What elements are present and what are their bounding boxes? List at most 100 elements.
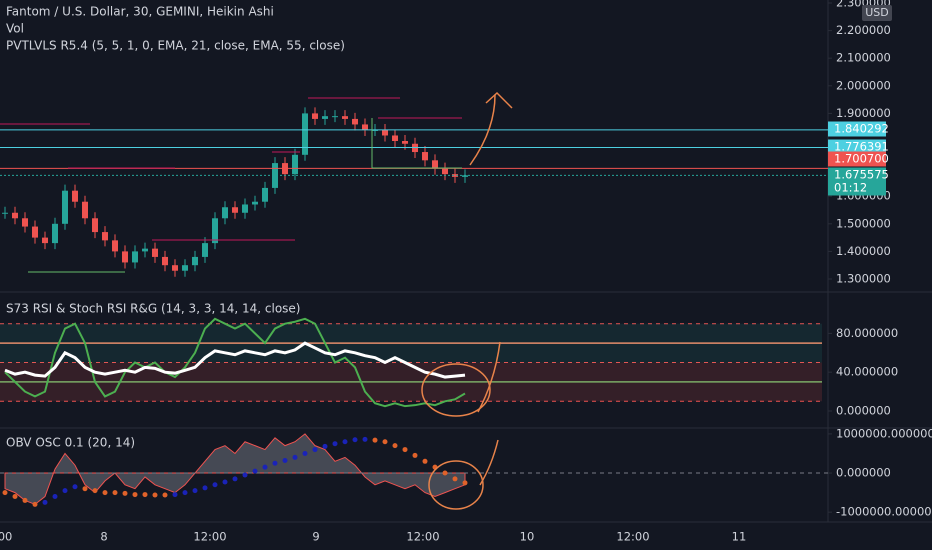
pane-title: OBV OSC 0.1 (20, 14)	[6, 436, 135, 450]
signal-dot	[42, 499, 48, 505]
candle	[122, 251, 128, 263]
signal-dot	[442, 470, 448, 476]
signal-dot	[242, 472, 248, 478]
signal-dot	[92, 488, 98, 494]
candle	[252, 201, 258, 205]
candle	[272, 163, 278, 188]
signal-dot	[182, 490, 188, 496]
signal-dot	[212, 482, 218, 488]
candle	[72, 190, 78, 202]
rsi-line	[4, 341, 466, 379]
candle	[212, 218, 218, 244]
signal-dot	[322, 443, 328, 449]
annotations	[421, 91, 513, 510]
signal-dot	[142, 492, 148, 498]
signal-dot	[372, 437, 378, 443]
rsi-band	[0, 323, 822, 363]
candle	[242, 204, 248, 213]
candle	[32, 226, 38, 238]
signal-dot	[332, 441, 338, 447]
candle	[352, 118, 358, 125]
pane-title: S73 RSI & Stoch RSI R&G (14, 3, 3, 14, 1…	[6, 302, 300, 316]
candle	[132, 251, 138, 263]
candle	[292, 154, 298, 175]
candle	[312, 113, 318, 119]
x-tick-label: 12:00	[616, 530, 649, 544]
signal-dot	[2, 490, 8, 496]
candle	[12, 212, 18, 219]
signal-dot	[172, 492, 178, 498]
signal-dot	[462, 480, 468, 486]
pivot-lines	[0, 97, 462, 273]
rsi-line	[4, 317, 466, 408]
y-tick-label: 2.300000	[836, 0, 891, 10]
signal-dot	[82, 486, 88, 492]
candle	[462, 175, 468, 177]
candle	[22, 218, 28, 227]
rsi-band	[0, 362, 822, 402]
candle	[322, 116, 328, 119]
candle	[392, 135, 398, 141]
signal-dot	[452, 476, 458, 482]
signal-dot	[72, 484, 78, 490]
arrow	[469, 94, 496, 166]
signal-dot	[422, 458, 428, 464]
candle	[102, 232, 108, 241]
x-tick-label: 8	[100, 530, 107, 544]
arrow-head	[485, 91, 513, 109]
signal-dot	[12, 494, 18, 500]
signal-dot	[352, 437, 358, 443]
plot	[0, 107, 828, 507]
y-tick-label: 2.100000	[836, 51, 891, 65]
price-label: 1.840292	[834, 122, 889, 136]
signal-dot	[272, 460, 278, 466]
signal-dot	[112, 490, 118, 496]
obv-area	[4, 433, 466, 505]
signal-dot	[32, 501, 38, 507]
y-tick-label: 80.000000	[836, 326, 898, 340]
signal-dot	[292, 454, 298, 460]
signal-dot	[392, 443, 398, 449]
signal-dot	[232, 476, 238, 482]
candle	[382, 129, 388, 136]
arrow	[477, 341, 501, 413]
signal-dot	[52, 494, 58, 500]
signal-dot	[342, 439, 348, 445]
indicator-label: PVTLVLS R5.4 (5, 5, 1, 0, EMA, 21, close…	[6, 39, 345, 53]
x-tick-label: 11	[732, 530, 747, 544]
x-tick-label: 12:00	[193, 530, 226, 544]
signal-dot	[132, 492, 138, 498]
countdown: 01:12	[834, 181, 867, 195]
price-label: 1.776391	[834, 140, 889, 154]
candle	[362, 124, 368, 130]
y-tick-label: 40.000000	[836, 365, 898, 379]
y-tick-label: 1.400000	[836, 244, 891, 258]
price-label-box	[828, 139, 886, 155]
candle	[172, 265, 178, 271]
candle	[192, 256, 198, 266]
candle	[442, 168, 448, 175]
signal-dot	[122, 490, 128, 496]
candle	[112, 240, 118, 252]
y-tick-label: 1.900000	[836, 106, 891, 120]
signal-dot	[362, 436, 368, 442]
candle	[52, 223, 58, 244]
y-tick-label: 2.000000	[836, 78, 891, 92]
signal-dot	[402, 447, 408, 453]
signal-dot	[312, 447, 318, 453]
x-tick-label: 12:00	[406, 530, 439, 544]
chart-title: Fantom / U.S. Dollar, 30, GEMINI, Heikin…	[6, 5, 274, 19]
y-tick-label: 1.300000	[836, 272, 891, 286]
signal-dot	[202, 485, 208, 491]
arrow	[479, 439, 499, 486]
signal-dot	[22, 497, 28, 503]
price-label-box	[828, 121, 886, 137]
currency-badge	[862, 5, 892, 21]
price-label: 1.700700	[834, 152, 889, 166]
y-tick-label: 1.500000	[836, 216, 891, 230]
candle	[162, 256, 168, 266]
signal-dot	[62, 488, 68, 494]
candle	[422, 152, 428, 161]
